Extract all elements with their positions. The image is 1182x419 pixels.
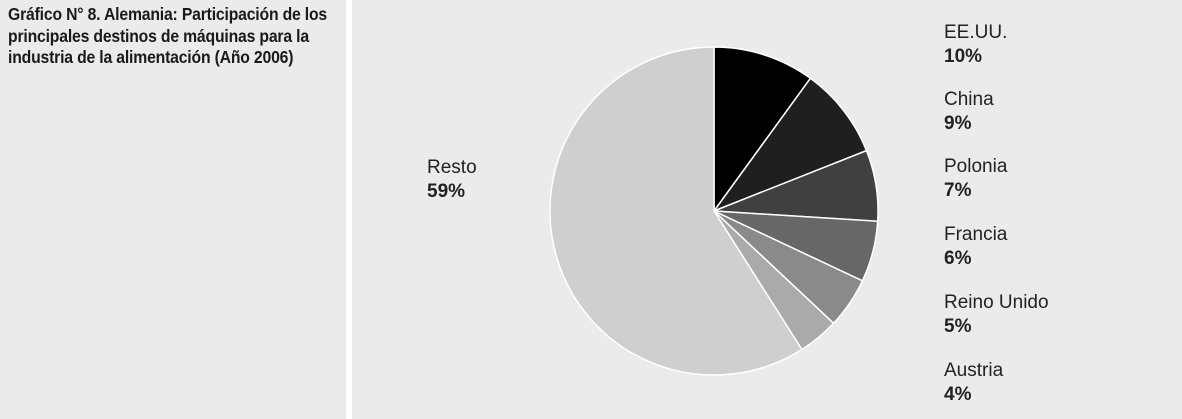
slice-label-name: Francia bbox=[944, 224, 1008, 245]
slice-label-value: 4% bbox=[944, 384, 972, 405]
slice-label-name: Resto bbox=[427, 157, 477, 178]
slice-label-value: 7% bbox=[944, 180, 972, 201]
slice-label-name: Polonia bbox=[944, 156, 1008, 177]
slice-label-reino-unido: Reino Unido 5% bbox=[944, 292, 1049, 337]
pie-slice-resto bbox=[549, 46, 803, 376]
pie-chart: EE.UU. 10% China 9% Polonia 7% Francia 6% Reino … bbox=[427, 22, 1049, 405]
slice-label-name: Austria bbox=[944, 360, 1004, 381]
slice-label-austria: Austria 4% bbox=[944, 360, 1004, 405]
slice-label-value: 10% bbox=[944, 46, 982, 67]
chart-title: Gráfico N° 8. Alemania: Participación de… bbox=[8, 4, 328, 67]
slice-label-value: 59% bbox=[427, 181, 465, 202]
pie-slice-china bbox=[711, 77, 868, 213]
slice-label-ee-uu: EE.UU. 10% bbox=[944, 22, 1007, 67]
chart-panel: EE.UU. 10% China 9% Polonia 7% Francia 6% Reino … bbox=[352, 0, 1182, 419]
slice-label-name: EE.UU. bbox=[944, 22, 1007, 43]
slice-label-china: China 9% bbox=[944, 89, 994, 134]
slice-label-name: China bbox=[944, 89, 994, 110]
slice-label-polonia: Polonia 7% bbox=[944, 156, 1008, 201]
slice-label-value: 6% bbox=[944, 248, 972, 269]
pie-slice-ee-uu bbox=[713, 46, 812, 214]
title-panel: Gráfico N° 8. Alemania: Participación de… bbox=[0, 0, 346, 419]
slice-label-name: Reino Unido bbox=[944, 292, 1049, 313]
slice-label-value: 5% bbox=[944, 316, 972, 337]
slice-label-resto: Resto 59% bbox=[427, 157, 477, 202]
slice-label-value: 9% bbox=[944, 113, 972, 134]
slice-label-francia: Francia 6% bbox=[944, 224, 1008, 269]
